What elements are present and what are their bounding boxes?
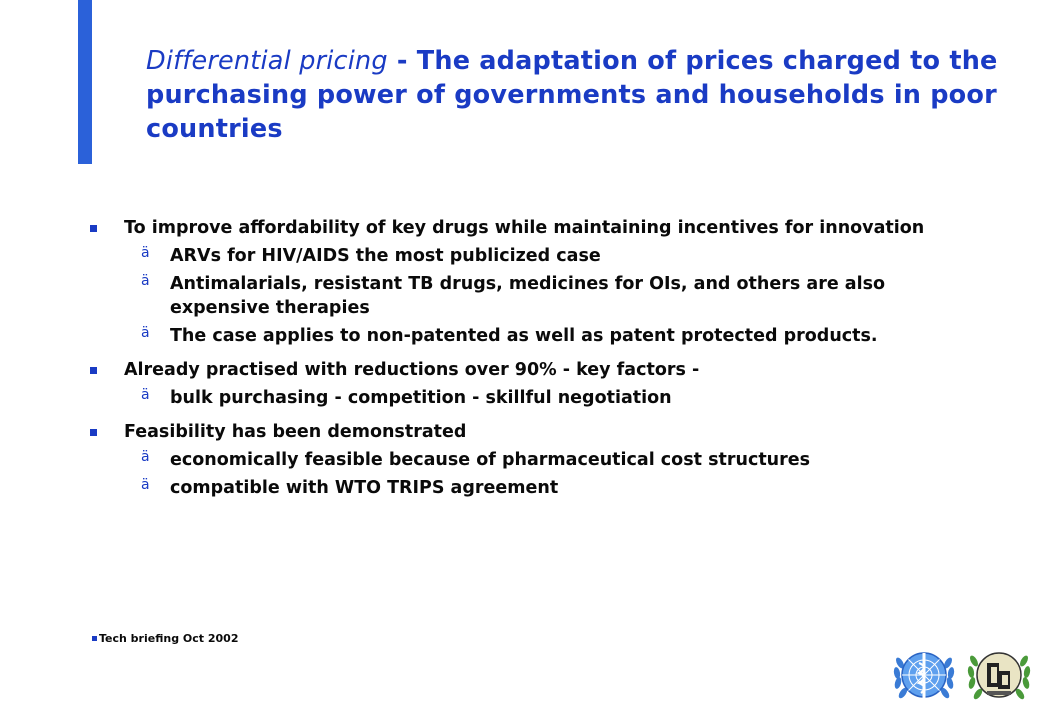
sub-bullet-marker-icon: ä bbox=[141, 449, 150, 465]
bullet-already-practised: Already practised with reductions over 9… bbox=[90, 358, 970, 410]
bullet-square-icon bbox=[90, 429, 97, 436]
title-italic-part: Differential pricing bbox=[146, 46, 388, 76]
bullet-square-icon bbox=[90, 367, 97, 374]
bullet-text: To improve affordability of key drugs wh… bbox=[124, 218, 925, 238]
footer-text: Tech briefing Oct 2002 bbox=[99, 632, 239, 645]
sub-bullet-marker-icon: ä bbox=[141, 387, 150, 403]
sub-bullet: ä The case applies to non-patented as we… bbox=[124, 324, 970, 348]
sub-bullet: ä ARVs for HIV/AIDS the most publicized … bbox=[124, 244, 970, 268]
sub-bullet: ä bulk purchasing - competition - skillf… bbox=[124, 386, 970, 410]
sub-bullet-marker-icon: ä bbox=[141, 273, 150, 289]
who-emblem-icon bbox=[890, 643, 958, 715]
sub-bullet-text: compatible with WTO TRIPS agreement bbox=[170, 478, 559, 498]
bullet-feasibility: Feasibility has been demonstrated ä econ… bbox=[90, 420, 970, 500]
sub-bullet-text: The case applies to non-patented as well… bbox=[170, 326, 878, 346]
footer-bullet-icon bbox=[92, 636, 97, 641]
sub-bullet: ä Antimalarials, resistant TB drugs, med… bbox=[124, 272, 970, 320]
footer-note: Tech briefing Oct 2002 bbox=[92, 632, 238, 645]
sub-bullet-marker-icon: ä bbox=[141, 245, 150, 261]
sub-bullet-text: bulk purchasing - competition - skillful… bbox=[170, 388, 672, 408]
organization-emblem-icon bbox=[965, 643, 1033, 715]
sub-bullet-marker-icon: ä bbox=[141, 477, 150, 493]
bullet-list: To improve affordability of key drugs wh… bbox=[90, 216, 970, 510]
sub-bullet-text: ARVs for HIV/AIDS the most publicized ca… bbox=[170, 246, 601, 266]
sub-bullet-marker-icon: ä bbox=[141, 325, 150, 341]
sub-bullet-text: Antimalarials, resistant TB drugs, medic… bbox=[170, 274, 886, 318]
title-main-part: - The adaptation of prices charged to th… bbox=[146, 46, 998, 144]
sub-bullet: ä compatible with WTO TRIPS agreement bbox=[124, 476, 970, 500]
bullet-square-icon bbox=[90, 225, 97, 232]
title-accent-bar bbox=[78, 0, 92, 164]
sub-bullet-text: economically feasible because of pharmac… bbox=[170, 450, 811, 470]
sub-bullet: ä economically feasible because of pharm… bbox=[124, 448, 970, 472]
bullet-text: Feasibility has been demonstrated bbox=[124, 422, 467, 442]
slide-title: Differential pricing - The adaptation of… bbox=[146, 44, 1006, 146]
bullet-text: Already practised with reductions over 9… bbox=[124, 360, 700, 380]
bullet-affordability: To improve affordability of key drugs wh… bbox=[90, 216, 970, 348]
